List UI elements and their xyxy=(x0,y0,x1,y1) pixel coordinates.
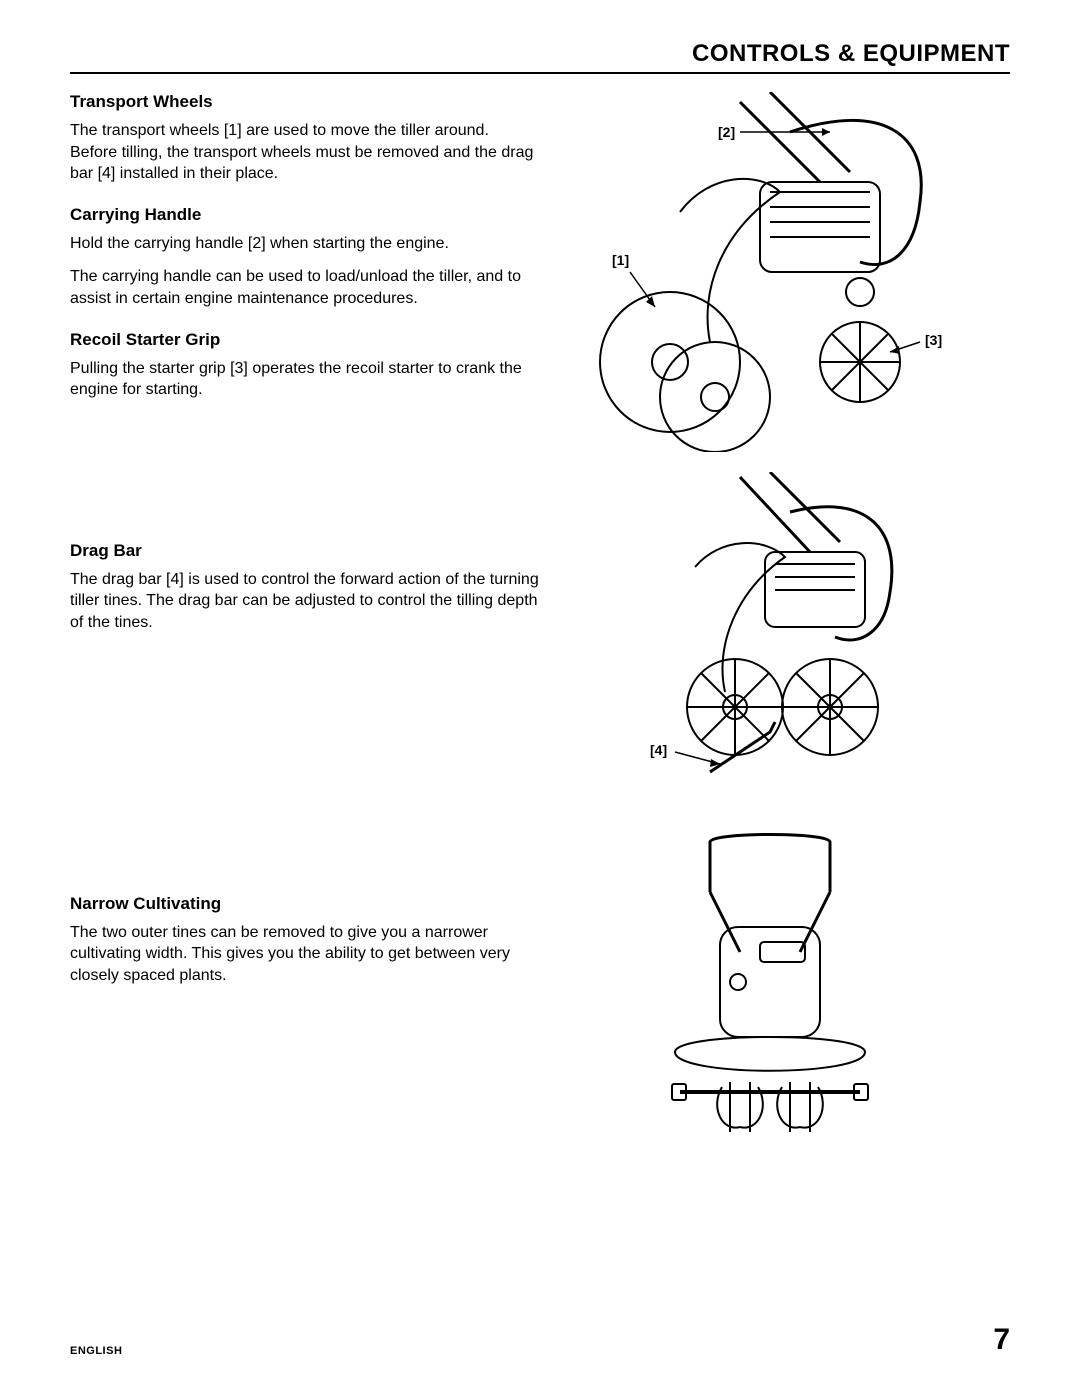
section-drag-bar: Drag Bar The drag bar [4] is used to con… xyxy=(70,541,540,634)
para-transport-wheels-1: The transport wheels [1] are used to mov… xyxy=(70,120,540,185)
footer-page-number: 7 xyxy=(993,1323,1010,1357)
section-carrying-handle: Carrying Handle Hold the carrying handle… xyxy=(70,205,540,310)
figure-1: [2] [1] [3] xyxy=(560,92,1010,452)
para-carrying-handle-2: The carrying handle can be used to load/… xyxy=(70,266,540,309)
para-drag-bar-1: The drag bar [4] is used to control the … xyxy=(70,569,540,634)
content-area: Transport Wheels The transport wheels [1… xyxy=(70,92,1010,1172)
figure-2: [4] xyxy=(600,472,1010,802)
figure-3 xyxy=(620,832,1010,1172)
section-transport-wheels: Transport Wheels The transport wheels [1… xyxy=(70,92,540,185)
heading-recoil-starter: Recoil Starter Grip xyxy=(70,330,540,350)
callout-2: [2] xyxy=(718,124,735,140)
section-recoil-starter: Recoil Starter Grip Pulling the starter … xyxy=(70,330,540,401)
callout-3: [3] xyxy=(925,332,942,348)
figure-1-svg xyxy=(560,92,960,452)
figure-column: [2] [1] [3] xyxy=(560,92,1010,1172)
spacer xyxy=(70,421,540,541)
header-title: CONTROLS & EQUIPMENT xyxy=(692,40,1010,67)
para-narrow-cultivating-1: The two outer tines can be removed to gi… xyxy=(70,922,540,987)
heading-transport-wheels: Transport Wheels xyxy=(70,92,540,112)
callout-1: [1] xyxy=(612,252,629,268)
figure-3-svg xyxy=(620,832,920,1172)
heading-narrow-cultivating: Narrow Cultivating xyxy=(70,894,540,914)
text-column: Transport Wheels The transport wheels [1… xyxy=(70,92,540,1172)
section-narrow-cultivating: Narrow Cultivating The two outer tines c… xyxy=(70,894,540,987)
para-recoil-starter-1: Pulling the starter grip [3] operates th… xyxy=(70,358,540,401)
para-carrying-handle-1: Hold the carrying handle [2] when starti… xyxy=(70,233,540,255)
page-header: CONTROLS & EQUIPMENT xyxy=(70,40,1010,74)
spacer xyxy=(70,654,540,894)
callout-4: [4] xyxy=(650,742,667,758)
heading-carrying-handle: Carrying Handle xyxy=(70,205,540,225)
footer-language: ENGLISH xyxy=(70,1345,122,1357)
page-footer: ENGLISH 7 xyxy=(70,1323,1010,1357)
heading-drag-bar: Drag Bar xyxy=(70,541,540,561)
